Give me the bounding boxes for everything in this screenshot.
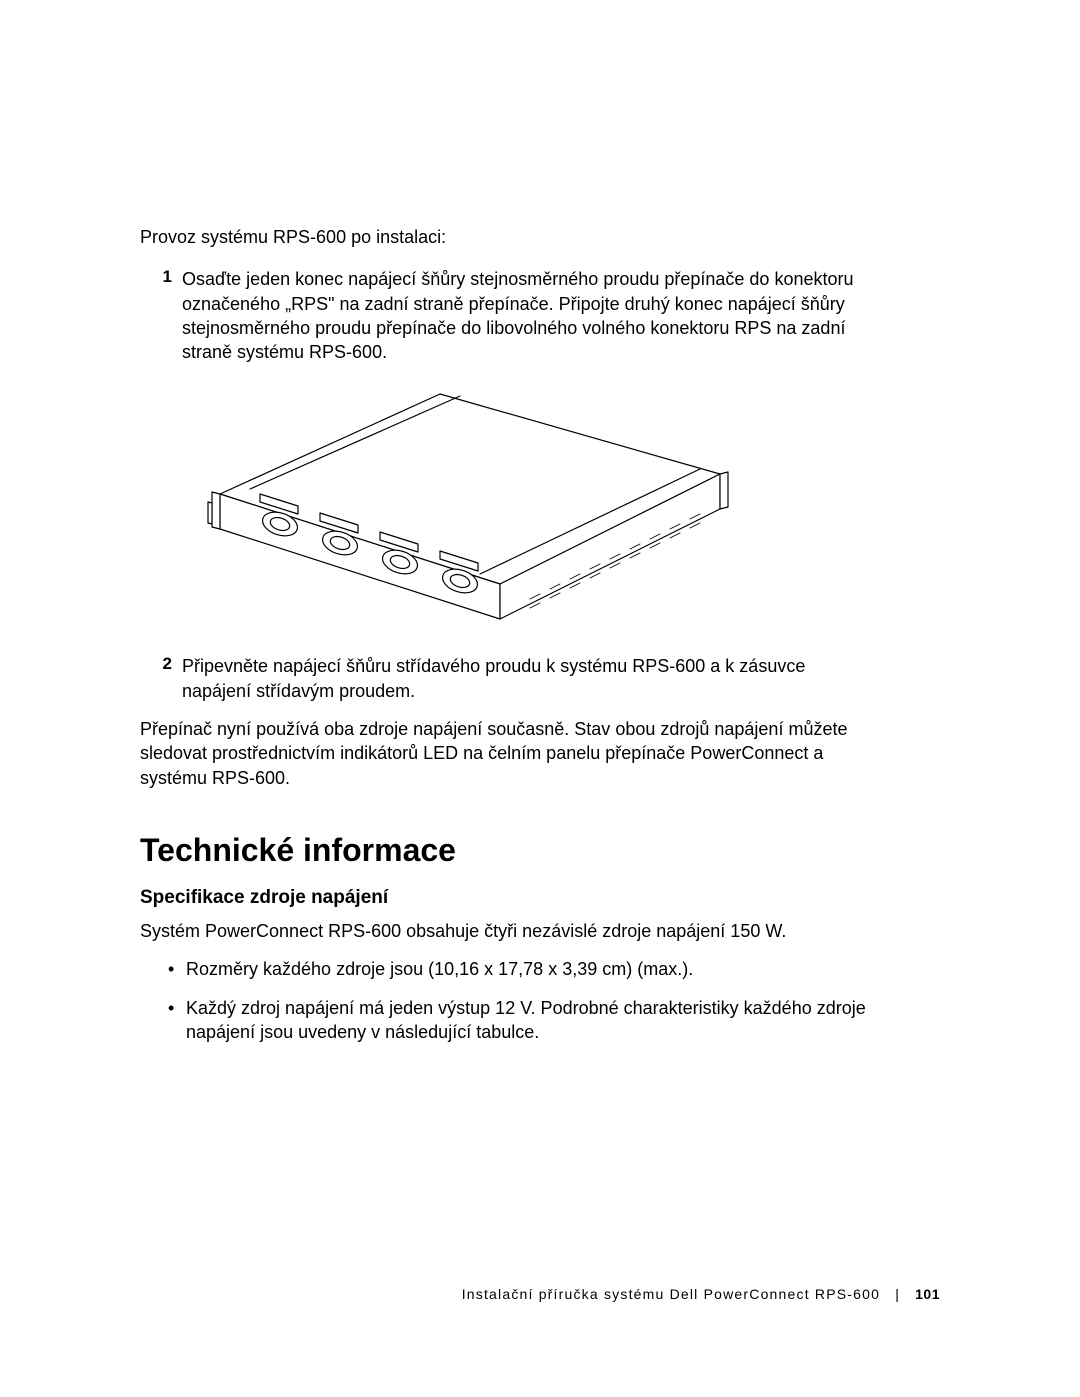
- section-heading: Technické informace: [140, 832, 870, 869]
- intro-paragraph: Provoz systému RPS-600 po instalaci:: [140, 225, 870, 249]
- spec-intro-paragraph: Systém PowerConnect RPS-600 obsahuje čty…: [140, 919, 870, 943]
- bullet-2: • Každý zdroj napájení má jeden výstup 1…: [140, 996, 870, 1045]
- step-text: Připevněte napájecí šňůru střídavého pro…: [182, 654, 870, 703]
- step-text: Osaďte jeden konec napájecí šňůry stejno…: [182, 267, 870, 364]
- footer-title: Instalační příručka systému Dell PowerCo…: [462, 1286, 880, 1302]
- footer-page-number: 101: [915, 1286, 940, 1302]
- bullet-text: Rozměry každého zdroje jsou (10,16 x 17,…: [186, 957, 870, 981]
- device-illustration: [180, 384, 740, 634]
- bullet-1: • Rozměry každého zdroje jsou (10,16 x 1…: [140, 957, 870, 981]
- step-number: 2: [140, 654, 182, 703]
- bullet-marker: •: [168, 996, 186, 1045]
- step-number: 1: [140, 267, 182, 364]
- bullet-marker: •: [168, 957, 186, 981]
- step-2: 2 Připevněte napájecí šňůru střídavého p…: [140, 654, 870, 703]
- page-footer: Instalační příručka systému Dell PowerCo…: [462, 1286, 940, 1302]
- footer-separator: |: [895, 1286, 900, 1302]
- step-1: 1 Osaďte jeden konec napájecí šňůry stej…: [140, 267, 870, 364]
- bullet-text: Každý zdroj napájení má jeden výstup 12 …: [186, 996, 870, 1045]
- rack-unit-svg: [180, 384, 740, 634]
- subsection-heading: Specifikace zdroje napájení: [140, 887, 870, 909]
- document-page: Provoz systému RPS-600 po instalaci: 1 O…: [0, 0, 1080, 1397]
- after-steps-paragraph: Přepínač nyní používá oba zdroje napájen…: [140, 717, 870, 790]
